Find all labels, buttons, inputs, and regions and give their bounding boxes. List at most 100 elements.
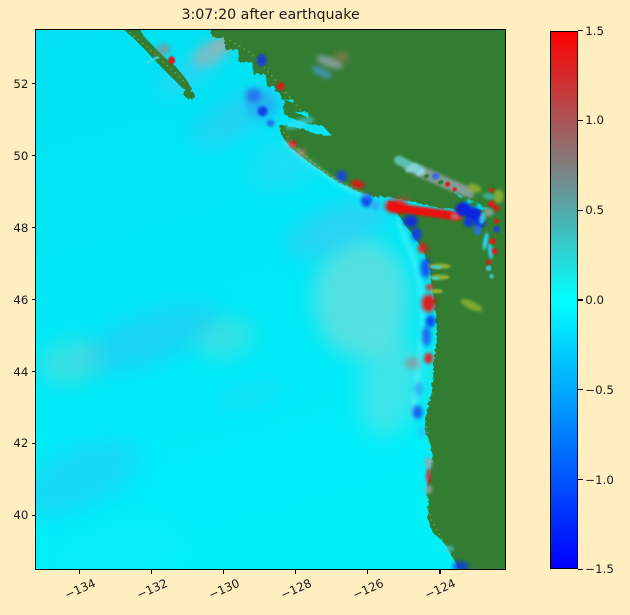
land-bc-mainland bbox=[210, 29, 505, 214]
fraser-red-speck bbox=[489, 187, 495, 193]
x-tickmark bbox=[223, 569, 225, 574]
y-tickmark bbox=[31, 299, 37, 301]
x-tick-label: −128 bbox=[278, 576, 314, 603]
bc-fjord-blue bbox=[311, 66, 333, 78]
puget-cyan-dot-2 bbox=[489, 273, 495, 279]
columbia-river bbox=[460, 298, 483, 312]
bottom-left-bright bbox=[55, 520, 185, 570]
x-tick-label: −126 bbox=[350, 576, 386, 603]
bc-coast-blue-spot bbox=[256, 53, 267, 66]
columbia-red-2 bbox=[421, 293, 436, 312]
lasqueti-islet bbox=[438, 179, 444, 185]
sw-blue-band bbox=[78, 302, 222, 374]
georgia-red-speck-2 bbox=[452, 186, 457, 191]
vi-blue-3 bbox=[371, 199, 380, 210]
fraser-olive-1 bbox=[493, 188, 504, 203]
willapa-cyan bbox=[431, 276, 440, 280]
land-haida-islet bbox=[181, 87, 195, 98]
bc-coast-red-dot bbox=[276, 81, 285, 90]
puget-red-dot-c bbox=[489, 237, 497, 245]
grays-harbor-cyan bbox=[431, 265, 442, 269]
x-tick-label: −134 bbox=[61, 576, 98, 603]
san-juan-island-2 bbox=[457, 196, 469, 204]
x-tick-label: −124 bbox=[422, 576, 458, 603]
offshore-blue-band bbox=[286, 199, 390, 257]
map-plot bbox=[36, 29, 505, 570]
qc-strait-blue-2 bbox=[257, 105, 268, 116]
georgia-cyan-2 bbox=[416, 168, 426, 176]
texada-islet bbox=[424, 173, 430, 179]
y-tick-label: 40 bbox=[13, 508, 29, 523]
jdf-mouth-spread bbox=[396, 195, 411, 204]
or-blue-2 bbox=[422, 325, 432, 346]
or-blue-3 bbox=[412, 404, 423, 419]
x-tickmark bbox=[295, 569, 297, 574]
colorbar-tickmark bbox=[578, 119, 583, 122]
puget-blue-5 bbox=[473, 224, 482, 235]
columbia-red-1 bbox=[425, 283, 434, 291]
puget-red-dot-a bbox=[488, 200, 496, 208]
map-canvas bbox=[36, 29, 505, 570]
haida-red-dot bbox=[168, 55, 176, 64]
colorbar-tickmark bbox=[578, 568, 583, 570]
wa-blue-2 bbox=[411, 226, 422, 241]
y-tick-label: 48 bbox=[13, 220, 29, 235]
land-haida-gwaii bbox=[124, 29, 191, 91]
colorbar-tickmark bbox=[578, 209, 583, 211]
y-tick-label: 50 bbox=[13, 148, 29, 163]
skidegate-channel bbox=[146, 55, 160, 64]
offshore-pale-band bbox=[313, 237, 410, 358]
whidbey-island bbox=[480, 199, 491, 208]
puget-blue-dot bbox=[493, 225, 501, 233]
vi-blue-1 bbox=[336, 170, 348, 182]
colorbar-tick-label: 0.0 bbox=[585, 293, 604, 308]
vi-coastal-halo bbox=[283, 139, 370, 198]
ca-south-blue bbox=[452, 560, 469, 570]
humboldt-gray-2 bbox=[424, 484, 433, 494]
qc-strait-blue-1 bbox=[245, 87, 262, 102]
or-blue-faint bbox=[414, 381, 424, 396]
colorbar-tick-label: −1.5 bbox=[585, 562, 614, 577]
fraser-olive-2 bbox=[468, 183, 482, 193]
colorbar-tick-label: −0.5 bbox=[585, 382, 614, 397]
y-tickmark bbox=[31, 514, 37, 517]
bc-fjord-red-smudge bbox=[333, 51, 350, 62]
x-tick-label: −132 bbox=[134, 576, 170, 603]
san-juan-island-1 bbox=[442, 193, 458, 203]
colorbar-tick-label: 1.0 bbox=[585, 113, 604, 128]
y-tick-label: 42 bbox=[13, 436, 29, 451]
x-tickmark bbox=[151, 569, 153, 574]
colorbar-gradient bbox=[550, 30, 579, 570]
puget-blue-4 bbox=[463, 216, 474, 227]
qc-strait-cyan bbox=[285, 116, 315, 130]
lower-left-blue-band bbox=[36, 439, 141, 517]
wave-overlays bbox=[146, 42, 504, 570]
or-red-faint bbox=[404, 356, 421, 369]
puget-cyan-dot-1 bbox=[486, 265, 492, 271]
colorbar-tickmark bbox=[578, 30, 583, 32]
colorbar-tick-label: −1.0 bbox=[585, 472, 614, 487]
land-bc-island-3 bbox=[281, 97, 298, 113]
puget-red-dot-f bbox=[494, 218, 500, 224]
georgia-red-speck-1 bbox=[445, 181, 451, 187]
jdf-east-pink bbox=[450, 212, 461, 220]
haida-red-smudge bbox=[156, 42, 171, 55]
puget-gray-patch bbox=[483, 207, 494, 216]
puget-red-dot-b bbox=[493, 204, 500, 211]
y-tickmark bbox=[31, 370, 37, 373]
ca-blue-faint bbox=[417, 425, 426, 438]
faint-teal-patch-c bbox=[196, 317, 256, 359]
mid-ocean-wisp bbox=[211, 377, 289, 413]
land-vancouver-island bbox=[277, 123, 464, 211]
wa-blue-1 bbox=[403, 214, 418, 227]
wa-blue-3 bbox=[420, 257, 431, 278]
san-juan-island-3 bbox=[469, 200, 479, 208]
colorbar-tickmark bbox=[578, 479, 583, 481]
puget-red-dot-d bbox=[491, 247, 498, 254]
y-tick-label: 44 bbox=[13, 364, 29, 379]
x-tickmark bbox=[79, 569, 81, 574]
land-bc-island-1 bbox=[267, 59, 283, 75]
plot-title: 3:07:20 after earthquake bbox=[181, 6, 360, 23]
y-tickmark bbox=[31, 442, 37, 445]
